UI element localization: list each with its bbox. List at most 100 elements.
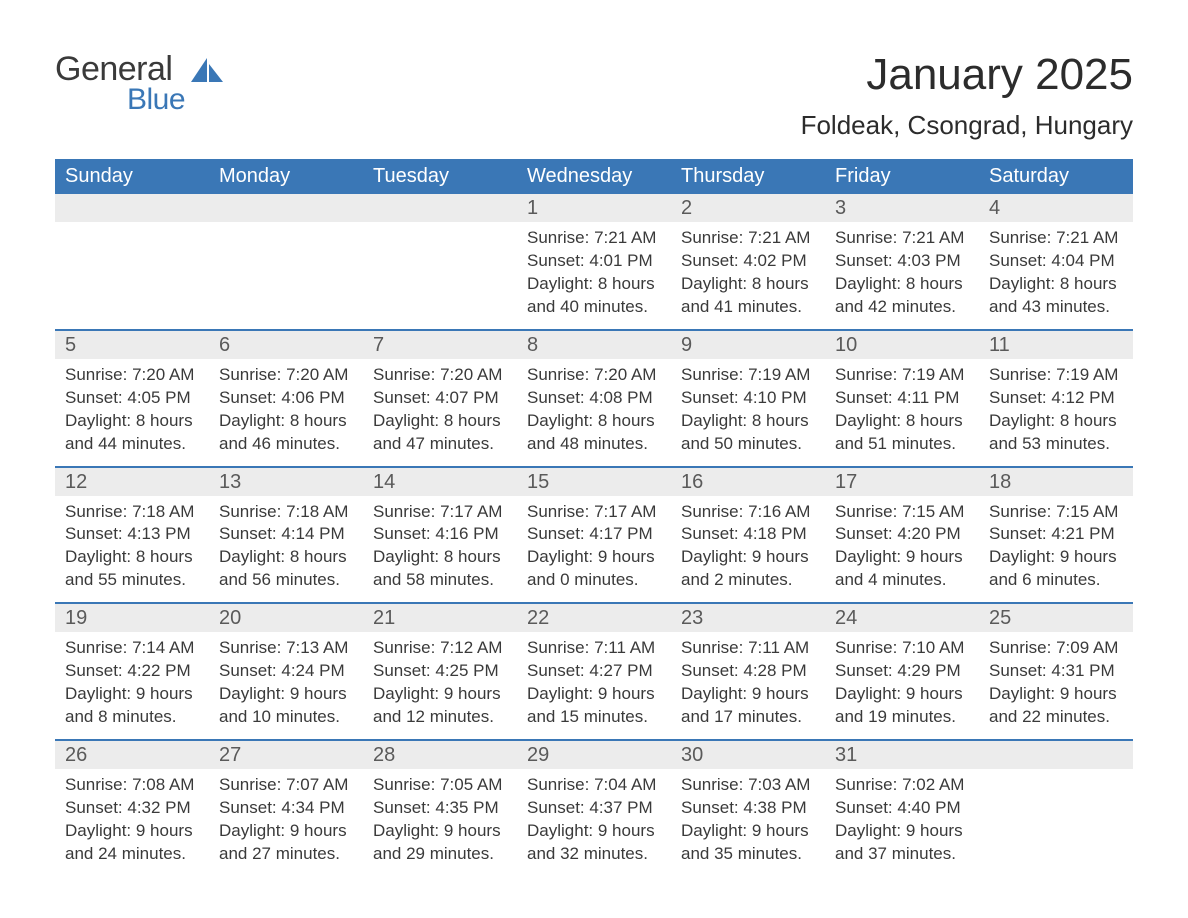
sunrise-text: Sunrise: 7:02 AM (835, 774, 969, 797)
daylight-line1: Daylight: 9 hours (681, 546, 815, 569)
day-cell: 16Sunrise: 7:16 AMSunset: 4:18 PMDayligh… (671, 468, 825, 603)
daylight-line1: Daylight: 8 hours (527, 410, 661, 433)
day-number: 21 (363, 604, 517, 632)
sunrise-text: Sunrise: 7:17 AM (527, 501, 661, 524)
day-cell (209, 194, 363, 329)
day-number: 8 (517, 331, 671, 359)
title-block: January 2025 Foldeak, Csongrad, Hungary (801, 50, 1133, 141)
day-cell: 13Sunrise: 7:18 AMSunset: 4:14 PMDayligh… (209, 468, 363, 603)
sunrise-text: Sunrise: 7:14 AM (65, 637, 199, 660)
daylight-line1: Daylight: 8 hours (219, 410, 353, 433)
daylight-line2: and 46 minutes. (219, 433, 353, 456)
day-body: Sunrise: 7:02 AMSunset: 4:40 PMDaylight:… (825, 769, 979, 876)
daylight-line1: Daylight: 9 hours (681, 683, 815, 706)
day-body: Sunrise: 7:19 AMSunset: 4:11 PMDaylight:… (825, 359, 979, 466)
daylight-line1: Daylight: 9 hours (219, 820, 353, 843)
day-number: 28 (363, 741, 517, 769)
sunset-text: Sunset: 4:40 PM (835, 797, 969, 820)
day-body: Sunrise: 7:19 AMSunset: 4:12 PMDaylight:… (979, 359, 1133, 466)
sunrise-text: Sunrise: 7:03 AM (681, 774, 815, 797)
day-number: 31 (825, 741, 979, 769)
day-cell: 30Sunrise: 7:03 AMSunset: 4:38 PMDayligh… (671, 741, 825, 876)
day-cell: 21Sunrise: 7:12 AMSunset: 4:25 PMDayligh… (363, 604, 517, 739)
day-number: 16 (671, 468, 825, 496)
daylight-line2: and 24 minutes. (65, 843, 199, 866)
sunrise-text: Sunrise: 7:08 AM (65, 774, 199, 797)
sunrise-text: Sunrise: 7:21 AM (989, 227, 1123, 250)
day-body: Sunrise: 7:05 AMSunset: 4:35 PMDaylight:… (363, 769, 517, 876)
day-cell: 19Sunrise: 7:14 AMSunset: 4:22 PMDayligh… (55, 604, 209, 739)
day-body: Sunrise: 7:07 AMSunset: 4:34 PMDaylight:… (209, 769, 363, 876)
daylight-line2: and 4 minutes. (835, 569, 969, 592)
day-body: Sunrise: 7:17 AMSunset: 4:17 PMDaylight:… (517, 496, 671, 603)
daylight-line2: and 15 minutes. (527, 706, 661, 729)
sail-icon (191, 58, 225, 89)
sunset-text: Sunset: 4:17 PM (527, 523, 661, 546)
sunrise-text: Sunrise: 7:20 AM (373, 364, 507, 387)
daylight-line2: and 51 minutes. (835, 433, 969, 456)
day-number: 22 (517, 604, 671, 632)
daylight-line2: and 58 minutes. (373, 569, 507, 592)
sunset-text: Sunset: 4:27 PM (527, 660, 661, 683)
header: General Blue January 2025 Foldeak, Csong… (55, 50, 1133, 141)
dow-thursday: Thursday (671, 159, 825, 194)
sunrise-text: Sunrise: 7:18 AM (219, 501, 353, 524)
day-number: 6 (209, 331, 363, 359)
day-body: Sunrise: 7:19 AMSunset: 4:10 PMDaylight:… (671, 359, 825, 466)
week-row: 19Sunrise: 7:14 AMSunset: 4:22 PMDayligh… (55, 602, 1133, 739)
day-number: 25 (979, 604, 1133, 632)
daylight-line2: and 2 minutes. (681, 569, 815, 592)
daylight-line1: Daylight: 9 hours (989, 683, 1123, 706)
daylight-line1: Daylight: 8 hours (65, 410, 199, 433)
sunrise-text: Sunrise: 7:21 AM (681, 227, 815, 250)
week-row: 26Sunrise: 7:08 AMSunset: 4:32 PMDayligh… (55, 739, 1133, 876)
day-number: 9 (671, 331, 825, 359)
daylight-line2: and 17 minutes. (681, 706, 815, 729)
day-number: 18 (979, 468, 1133, 496)
dow-monday: Monday (209, 159, 363, 194)
day-cell: 22Sunrise: 7:11 AMSunset: 4:27 PMDayligh… (517, 604, 671, 739)
day-body: Sunrise: 7:15 AMSunset: 4:21 PMDaylight:… (979, 496, 1133, 603)
day-number (209, 194, 363, 222)
daylight-line2: and 56 minutes. (219, 569, 353, 592)
day-number: 30 (671, 741, 825, 769)
daylight-line1: Daylight: 8 hours (527, 273, 661, 296)
day-cell: 25Sunrise: 7:09 AMSunset: 4:31 PMDayligh… (979, 604, 1133, 739)
daylight-line2: and 22 minutes. (989, 706, 1123, 729)
sunset-text: Sunset: 4:04 PM (989, 250, 1123, 273)
sunrise-text: Sunrise: 7:09 AM (989, 637, 1123, 660)
day-number: 5 (55, 331, 209, 359)
day-number: 7 (363, 331, 517, 359)
sunrise-text: Sunrise: 7:21 AM (835, 227, 969, 250)
sunset-text: Sunset: 4:10 PM (681, 387, 815, 410)
sunset-text: Sunset: 4:14 PM (219, 523, 353, 546)
dow-sunday: Sunday (55, 159, 209, 194)
sunset-text: Sunset: 4:03 PM (835, 250, 969, 273)
sunrise-text: Sunrise: 7:11 AM (681, 637, 815, 660)
sunset-text: Sunset: 4:16 PM (373, 523, 507, 546)
day-body: Sunrise: 7:21 AMSunset: 4:01 PMDaylight:… (517, 222, 671, 329)
day-cell: 12Sunrise: 7:18 AMSunset: 4:13 PMDayligh… (55, 468, 209, 603)
daylight-line1: Daylight: 9 hours (65, 820, 199, 843)
week-row: 5Sunrise: 7:20 AMSunset: 4:05 PMDaylight… (55, 329, 1133, 466)
day-number: 11 (979, 331, 1133, 359)
daylight-line2: and 44 minutes. (65, 433, 199, 456)
daylight-line2: and 47 minutes. (373, 433, 507, 456)
daylight-line1: Daylight: 8 hours (835, 410, 969, 433)
day-body: Sunrise: 7:21 AMSunset: 4:02 PMDaylight:… (671, 222, 825, 329)
day-cell: 11Sunrise: 7:19 AMSunset: 4:12 PMDayligh… (979, 331, 1133, 466)
sunset-text: Sunset: 4:18 PM (681, 523, 815, 546)
day-body: Sunrise: 7:18 AMSunset: 4:13 PMDaylight:… (55, 496, 209, 603)
day-body: Sunrise: 7:20 AMSunset: 4:07 PMDaylight:… (363, 359, 517, 466)
logo: General Blue (55, 50, 225, 117)
daylight-line1: Daylight: 9 hours (373, 820, 507, 843)
day-number: 29 (517, 741, 671, 769)
day-cell: 9Sunrise: 7:19 AMSunset: 4:10 PMDaylight… (671, 331, 825, 466)
sunrise-text: Sunrise: 7:19 AM (989, 364, 1123, 387)
week-row: 12Sunrise: 7:18 AMSunset: 4:13 PMDayligh… (55, 466, 1133, 603)
sunrise-text: Sunrise: 7:18 AM (65, 501, 199, 524)
daylight-line1: Daylight: 8 hours (373, 410, 507, 433)
daylight-line1: Daylight: 8 hours (219, 546, 353, 569)
day-number: 2 (671, 194, 825, 222)
sunset-text: Sunset: 4:08 PM (527, 387, 661, 410)
